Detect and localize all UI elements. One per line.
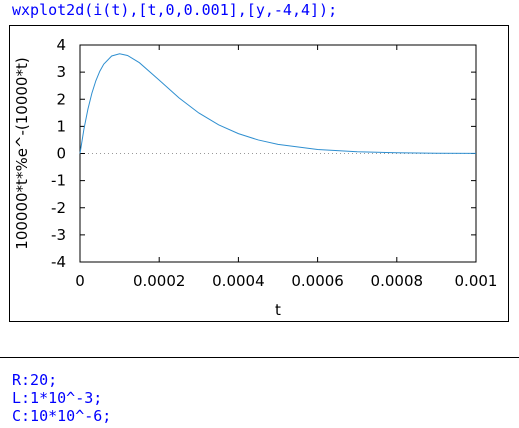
x-axis-label: t [275, 301, 281, 319]
x-tick-label: 0.0008 [371, 272, 424, 290]
y-tick-label: 4 [56, 36, 66, 54]
y-tick-label: -1 [51, 172, 66, 190]
x-tick-label: 0.0004 [212, 272, 265, 290]
y-tick-label: -3 [51, 226, 66, 244]
y-tick-label: 2 [56, 90, 66, 108]
y-tick-label: 0 [56, 145, 66, 163]
input-line-c[interactable]: C:10*10^-6; [12, 407, 112, 425]
y-tick-label: -2 [51, 199, 66, 217]
y-tick-label: 3 [56, 63, 66, 81]
y-tick-label: -4 [51, 253, 66, 271]
x-tick-label: 0.0002 [133, 272, 186, 290]
x-tick-label: 0.001 [455, 272, 498, 290]
line-chart: 0 0.0002 0.0004 0.0006 0.0008 0.001 4 3 2 1 0 -1 -2 -… [13, 36, 498, 319]
plot-output: 0 0.0002 0.0004 0.0006 0.0008 0.001 4 3 2 1 0 -1 -2 -… [9, 25, 509, 322]
plot-command-line[interactable]: wxplot2d(i(t),[t,0,0.001],[y,-4,4]); [12, 1, 338, 19]
series-line [79, 53, 477, 154]
input-line-l[interactable]: L:1*10^-3; [12, 389, 103, 407]
x-tick-label: 0.0006 [291, 272, 344, 290]
input-line-r[interactable]: R:20; [12, 371, 58, 389]
cell-separator [0, 357, 519, 358]
y-axis-label: 100000*t*%e^-(10000*t) [13, 57, 31, 249]
x-tick-label: 0 [75, 272, 85, 290]
y-tick-label: 1 [56, 117, 66, 135]
